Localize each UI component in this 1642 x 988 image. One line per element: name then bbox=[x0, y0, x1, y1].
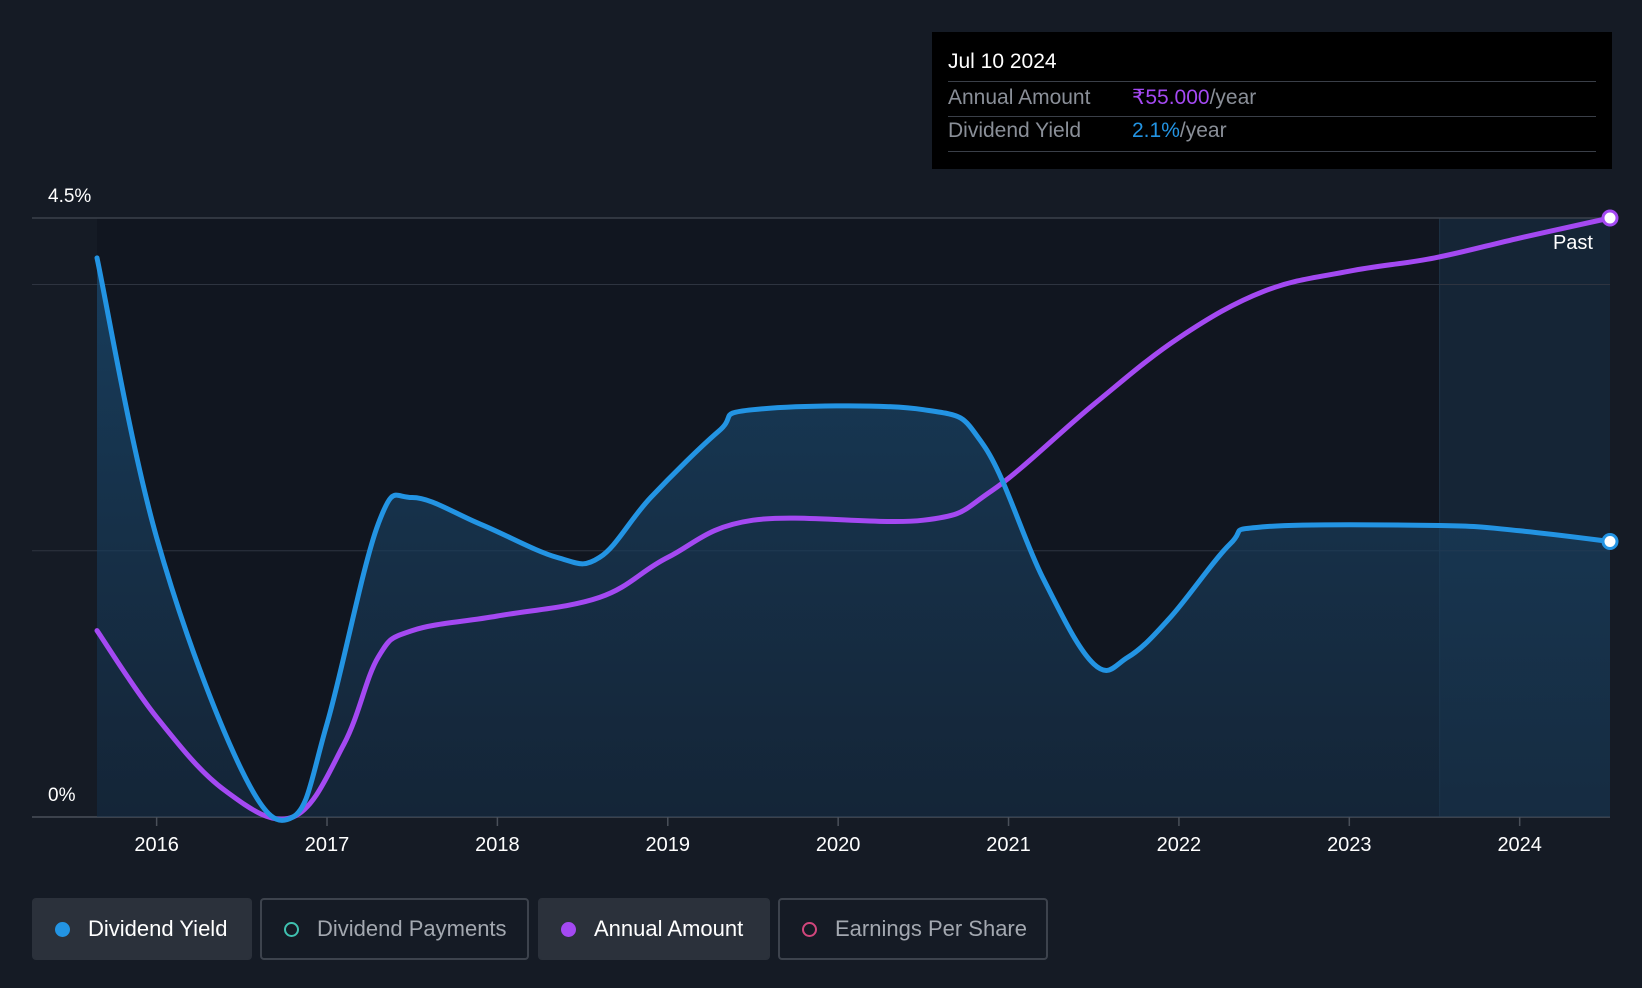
hollow-circle-icon bbox=[284, 921, 299, 937]
x-tick-label: 2018 bbox=[475, 834, 520, 856]
tooltip-dividend-yield-label: Dividend Yield bbox=[948, 119, 1082, 142]
tooltip-annual-amount-label: Annual Amount bbox=[948, 86, 1091, 109]
tooltip-panel: Jul 10 2024 Annual Amount ₹55.000/year Di… bbox=[932, 32, 1612, 169]
filled-circle-icon bbox=[561, 921, 576, 937]
x-tick-label: 2022 bbox=[1157, 834, 1202, 856]
tooltip-date: Jul 10 2024 bbox=[948, 50, 1057, 73]
tooltip-row-annual-amount: Annual Amount ₹55.000/year bbox=[948, 85, 1256, 110]
legend-annual-amount-button[interactable]: Annual Amount bbox=[538, 898, 770, 960]
hollow-circle-icon bbox=[802, 921, 817, 937]
tooltip-dividend-yield-value: 2.1% bbox=[1132, 119, 1180, 142]
past-label: Past bbox=[1553, 232, 1593, 254]
tooltip-divider bbox=[948, 151, 1596, 152]
tooltip-row-dividend-yield: Dividend Yield 2.1%/year bbox=[948, 119, 1227, 143]
tooltip-dividend-yield-unit: /year bbox=[1179, 119, 1227, 142]
filled-circle-icon bbox=[55, 921, 70, 937]
x-tick-label: 2016 bbox=[134, 834, 179, 856]
legend-dividend-payments-button[interactable]: Dividend Payments bbox=[260, 898, 529, 960]
tooltip-annual-amount-value: ₹55.000 bbox=[1132, 86, 1210, 109]
legend-dividend-payments-label: Dividend Payments bbox=[317, 916, 507, 941]
dividend-yield-end-marker bbox=[1601, 532, 1619, 550]
y-tick-label: 0% bbox=[48, 785, 76, 806]
legend-dividend-yield-label: Dividend Yield bbox=[88, 916, 228, 941]
annual-amount-end-marker bbox=[1601, 209, 1619, 227]
x-tick-label: 2020 bbox=[816, 834, 861, 856]
tooltip-divider bbox=[948, 81, 1596, 82]
dividend-yield-area bbox=[97, 257, 1610, 821]
legend-earnings-per-share-button[interactable]: Earnings Per Share bbox=[778, 898, 1048, 960]
x-tick-label: 2019 bbox=[646, 834, 691, 856]
tooltip-annual-amount-unit: /year bbox=[1209, 86, 1257, 109]
tooltip-divider bbox=[948, 116, 1596, 117]
legend-earnings-per-share-label: Earnings Per Share bbox=[835, 916, 1027, 941]
legend-annual-amount-label: Annual Amount bbox=[594, 916, 744, 941]
x-tick-label: 2024 bbox=[1497, 834, 1542, 856]
x-tick-label: 2017 bbox=[305, 834, 350, 856]
dividend-yield-line bbox=[94, 255, 1613, 823]
x-tick-label: 2023 bbox=[1327, 834, 1372, 856]
x-tick-label: 2021 bbox=[986, 834, 1031, 856]
y-tick-label: 4.5% bbox=[48, 186, 91, 207]
legend-dividend-yield-button[interactable]: Dividend Yield bbox=[32, 898, 252, 960]
